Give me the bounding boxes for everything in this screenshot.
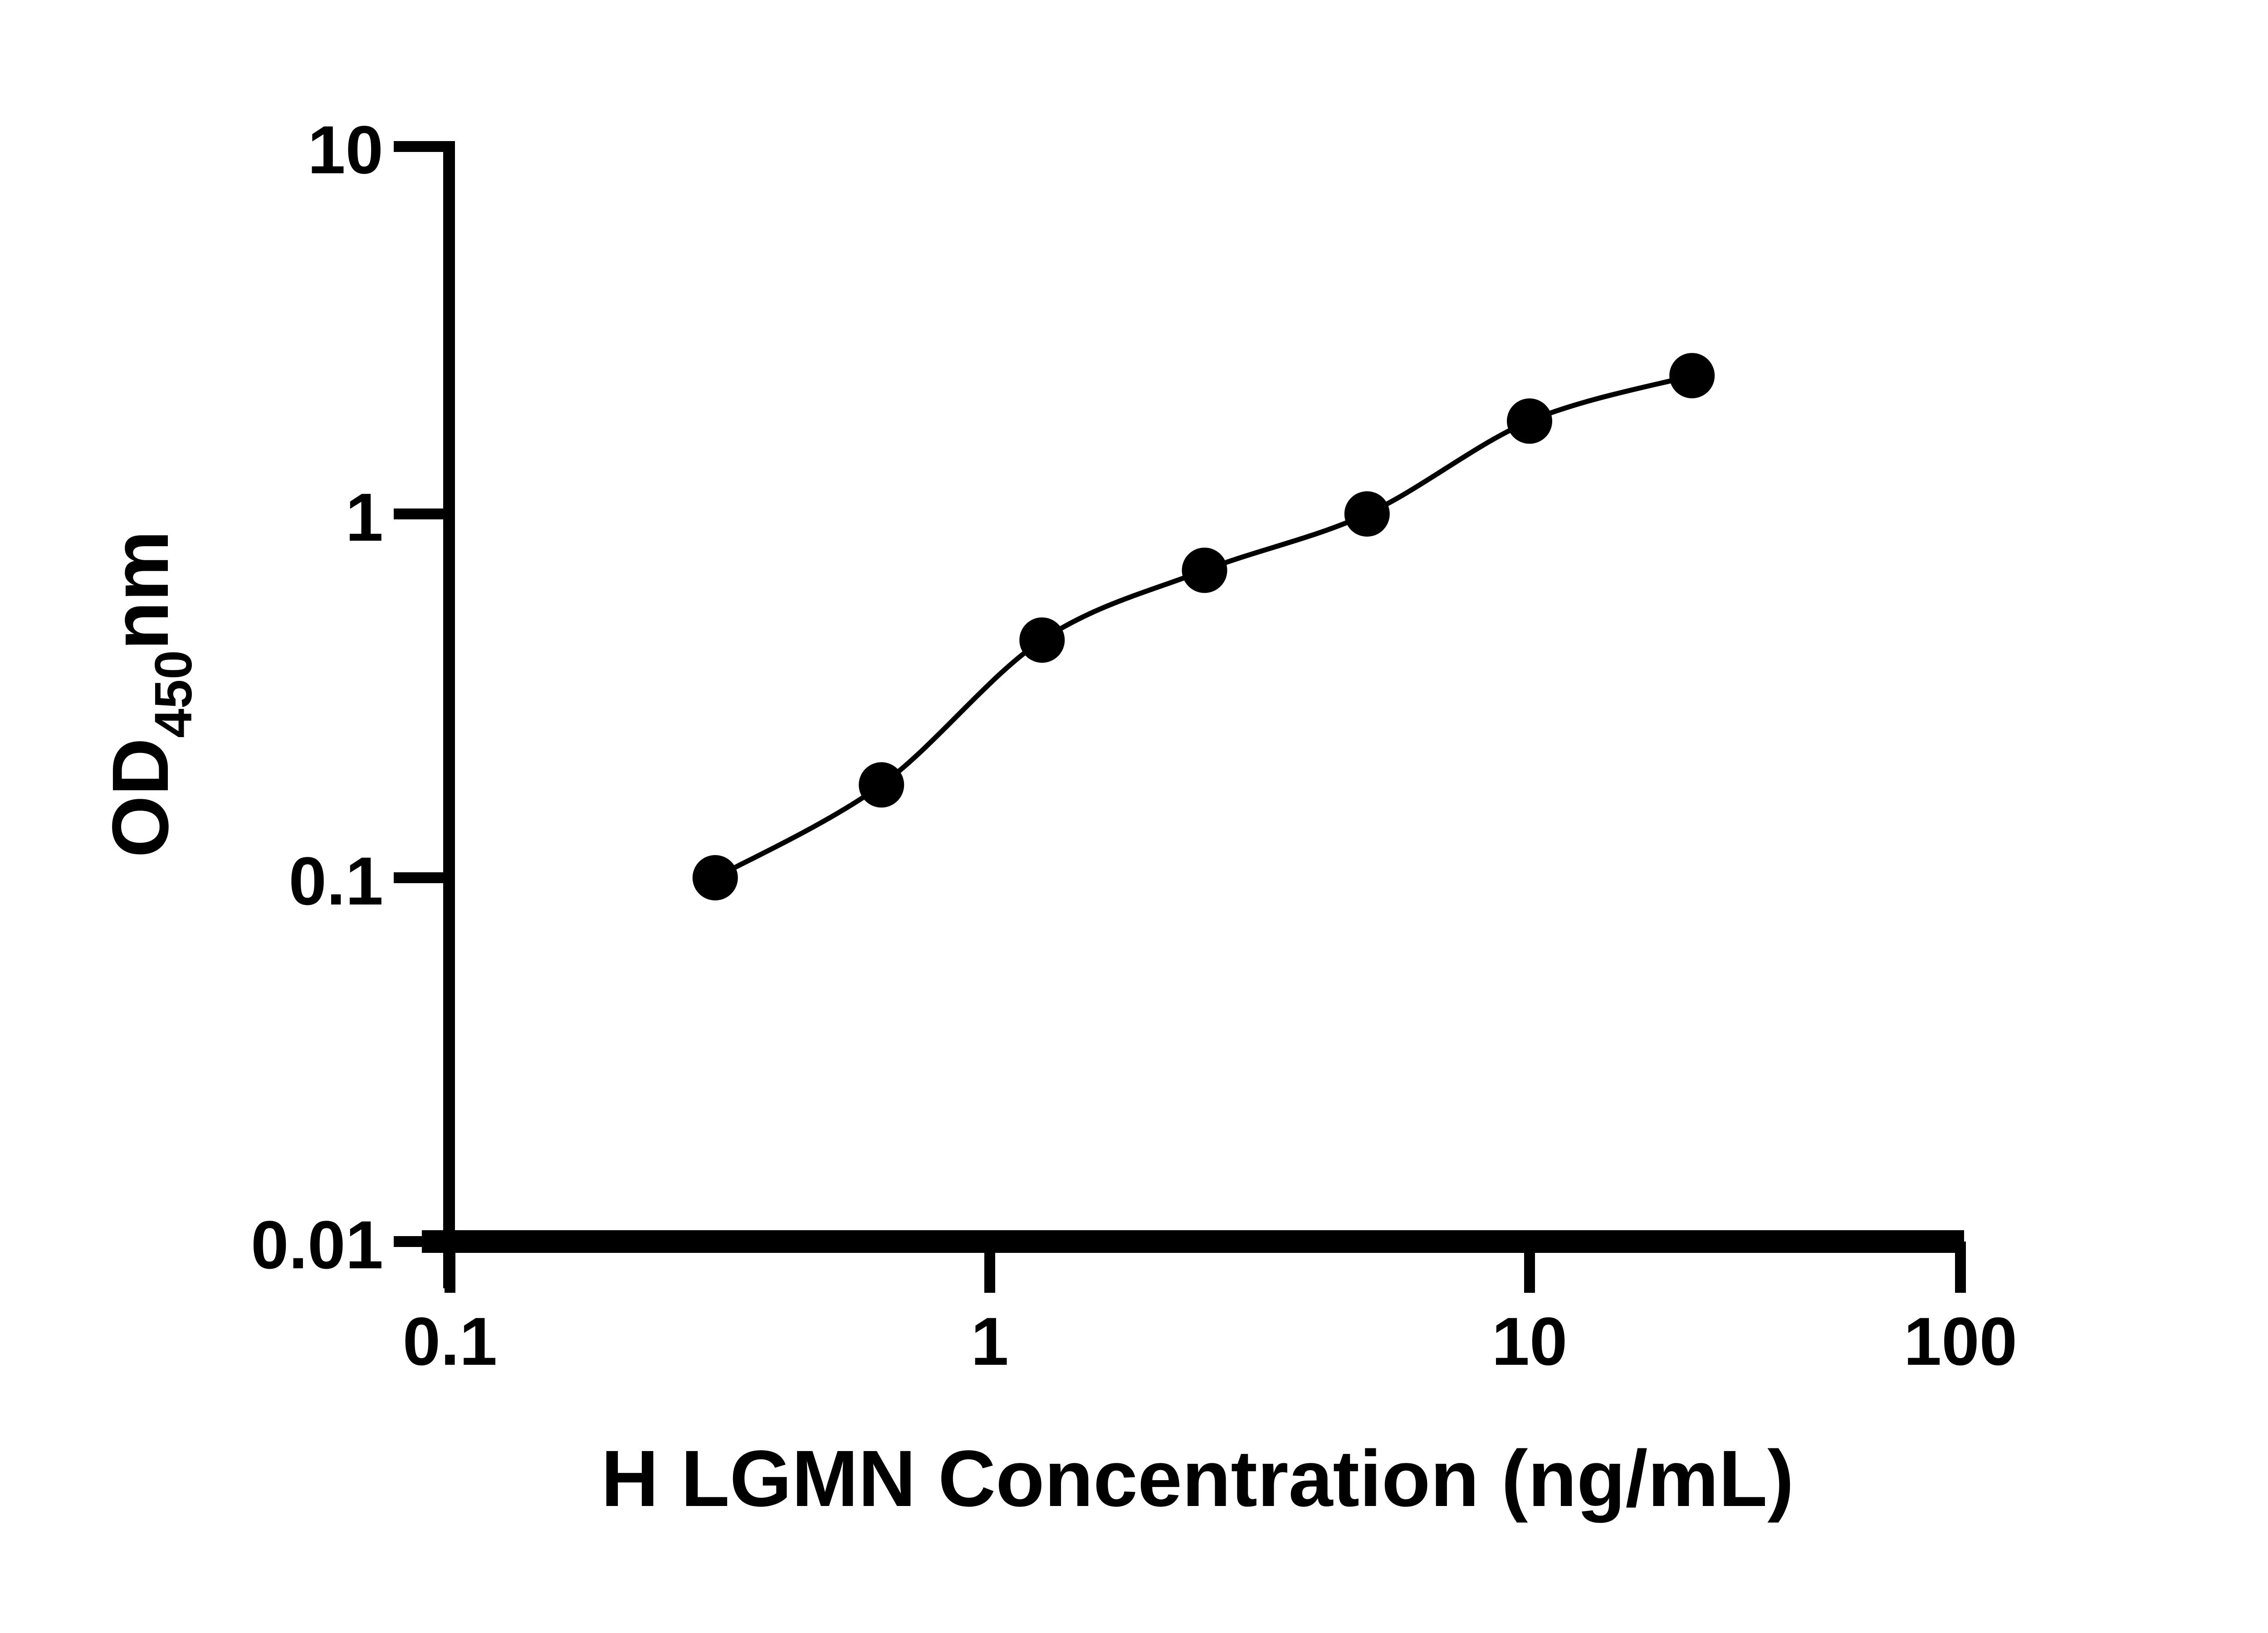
x-tick-label-100: 100: [1904, 1303, 2017, 1379]
x-tick-label-10: 10: [1492, 1303, 1568, 1379]
data-point-marker: [859, 762, 904, 808]
data-point-marker: [692, 855, 738, 900]
data-point-marker: [1019, 617, 1065, 663]
y-axis-title-tail: nm: [96, 530, 185, 650]
y-axis-title-main: OD: [96, 738, 185, 858]
y-tick-label-0-1: 0.1: [288, 843, 383, 919]
data-point-marker: [1669, 353, 1715, 399]
y-axis-title: OD450nm: [96, 530, 203, 858]
x-tick-label-1: 1: [971, 1303, 1008, 1379]
data-point-marker: [1507, 398, 1552, 444]
y-axis-title-group: OD450nm: [96, 530, 203, 858]
data-points-layer: [692, 353, 1715, 900]
fit-curve-layer: [713, 373, 1695, 880]
x-axis-group: 0.1 1 10 100: [403, 1230, 2017, 1379]
y-tick-label-1: 1: [346, 479, 383, 555]
x-axis-title: H LGMN Concentration (ng/mL): [601, 1434, 1794, 1523]
y-axis-title-subscript: 450: [144, 650, 203, 738]
data-point-marker: [1182, 548, 1227, 593]
x-tick-label-0-1: 0.1: [403, 1303, 498, 1379]
y-axis-group: 10 1 0.1 0.01: [251, 112, 455, 1288]
y-tick-label-0-01: 0.01: [251, 1207, 383, 1283]
data-point-marker: [1344, 491, 1390, 537]
y-tick-label-10: 10: [308, 112, 383, 188]
fit-curve: [713, 373, 1695, 880]
